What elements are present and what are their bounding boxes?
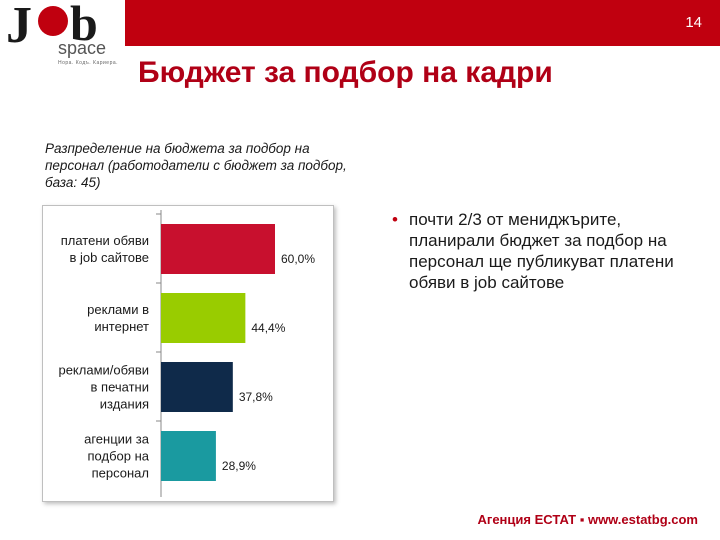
logo-tagline: Hора. Кодъ. Каpиерa. [58,60,119,66]
category-label-2: издания [100,397,149,412]
slide-title: Бюджет за подбор на кадри [138,56,553,89]
category-label-1: реклами в [87,302,149,317]
bullet-point: • почти 2/3 от мениджърите, планирали бю… [392,209,692,293]
category-label-3: агенции за [84,432,150,447]
bar-3 [161,431,216,481]
page-number: 14 [685,14,702,31]
bar-2 [161,362,233,412]
category-label-3: персонал [92,466,149,481]
jobspace-logo: J b space Hора. Кодъ. Каpиерa. [0,0,125,70]
data-label-1: 44,4% [251,321,285,335]
logo-figure-icon [38,6,68,36]
logo-letter-b: b [70,0,98,51]
chart-panel: 60,0% платени обяви в job сайтове 44,4% рекл… [42,205,334,502]
category-label-1: интернет [94,319,149,334]
category-label-0: платени обяви [61,233,149,248]
bar-chart: 60,0% платени обяви в job сайтове 44,4% рекл… [58,210,315,497]
footer-credit: Агенция ЕСТАТ ▪ www.estatbg.com [477,512,698,527]
category-label-2: в печатни [91,380,149,395]
data-label-0: 60,0% [281,252,315,266]
bar-1 [161,293,246,343]
data-label-3: 28,9% [222,459,256,473]
logo-space-text: space [58,38,107,58]
bullet-text: почти 2/3 от мениджърите, планирали бюдж… [409,210,674,292]
bar-0 [161,224,275,274]
logo-letter-j: J [6,0,32,54]
category-label-0: в job сайтове [70,250,150,265]
chart-title: Разпределение на бюджета за подбор на пе… [45,141,347,190]
header-bar: 14 [125,0,720,46]
category-label-3: подбор на [88,449,150,464]
category-label-2: реклами/обяви [58,363,149,378]
data-label-2: 37,8% [239,390,273,404]
bullet-dot-icon: • [392,210,398,229]
